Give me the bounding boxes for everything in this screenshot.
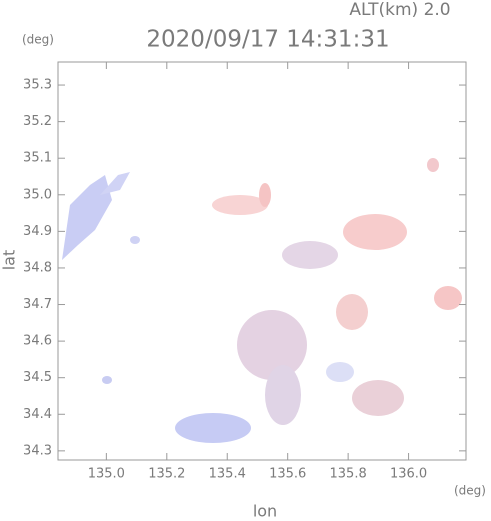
echo [62,175,112,260]
x-tick-label: 135.8 [330,467,367,482]
echo [343,214,407,250]
x-tick-label: 136.0 [390,467,427,482]
echo [282,241,338,269]
y-tick-label: 34.8 [23,260,52,275]
x-tick-label: 135.0 [88,467,125,482]
echoes [62,158,462,443]
y-tick-label: 35.1 [23,151,52,166]
chart-title: 2020/09/17 14:31:31 [146,27,389,53]
x-tick-label: 135.2 [148,467,185,482]
x-tick-label: 135.4 [209,467,246,482]
y-tick-label: 35.2 [23,114,52,129]
echo [175,413,251,443]
y-axis-label: lat [0,250,19,271]
plot-frame [57,61,467,461]
y-tick-label: 34.3 [23,443,52,458]
echo [352,380,404,416]
plot-border [57,61,467,461]
x-axis-label: lon [253,502,277,521]
y-tick-label: 34.4 [23,407,52,422]
y-tick-label: 34.5 [23,370,52,385]
y-unit: (deg) [22,33,54,47]
echo [100,172,130,195]
y-tick-label: 35.3 [23,78,52,93]
echo [265,365,301,425]
x-tick-label: 135.6 [269,467,306,482]
echo [427,158,439,172]
x-unit: (deg) [454,484,486,498]
echo [212,195,268,215]
echo [336,294,368,330]
echo [326,362,354,382]
y-tick-label: 34.7 [23,297,52,312]
echo [130,236,140,244]
y-tick-label: 34.9 [23,224,52,239]
y-tick-label: 35.0 [23,187,52,202]
echo [237,310,307,380]
echo [259,183,271,207]
echo [434,286,462,310]
chart-subtitle: ALT(km) 2.0 [349,0,450,20]
y-tick-label: 34.6 [23,334,52,349]
echo [102,376,112,384]
